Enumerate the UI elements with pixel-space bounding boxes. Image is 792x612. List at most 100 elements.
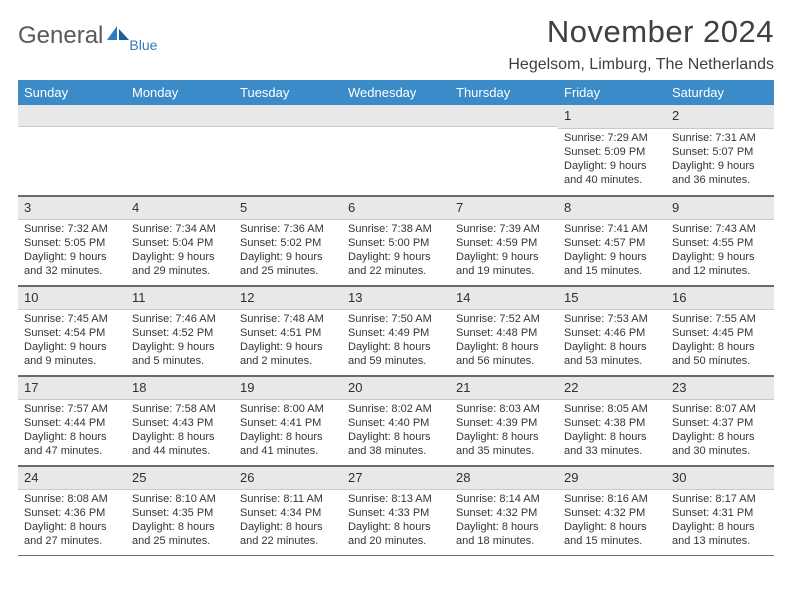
location-line: Hegelsom, Limburg, The Netherlands xyxy=(508,56,774,74)
calendar-day: 21Sunrise: 8:03 AMSunset: 4:39 PMDayligh… xyxy=(450,375,558,465)
day-day2: and 12 minutes. xyxy=(672,264,768,278)
day-sunset: Sunset: 4:49 PM xyxy=(348,326,444,340)
day-day1: Daylight: 8 hours xyxy=(456,520,552,534)
day-day1: Daylight: 8 hours xyxy=(456,430,552,444)
day-day1: Daylight: 8 hours xyxy=(348,520,444,534)
day-sunrise: Sunrise: 7:43 AM xyxy=(672,222,768,236)
day-day1: Daylight: 8 hours xyxy=(24,520,120,534)
day-number: 2 xyxy=(666,105,774,129)
day-number: 22 xyxy=(558,376,666,401)
calendar-table: SundayMondayTuesdayWednesdayThursdayFrid… xyxy=(18,80,774,556)
day-sunrise: Sunrise: 8:10 AM xyxy=(132,492,228,506)
calendar-day: 11Sunrise: 7:46 AMSunset: 4:52 PMDayligh… xyxy=(126,285,234,375)
day-number-empty xyxy=(18,105,126,127)
day-day1: Daylight: 8 hours xyxy=(564,340,660,354)
calendar-day: 5Sunrise: 7:36 AMSunset: 5:02 PMDaylight… xyxy=(234,195,342,285)
day-number: 12 xyxy=(234,286,342,311)
day-day2: and 2 minutes. xyxy=(240,354,336,368)
calendar-day: 19Sunrise: 8:00 AMSunset: 4:41 PMDayligh… xyxy=(234,375,342,465)
day-header: Thursday xyxy=(450,80,558,105)
day-sunrise: Sunrise: 7:36 AM xyxy=(240,222,336,236)
day-day1: Daylight: 8 hours xyxy=(132,520,228,534)
calendar-day: 7Sunrise: 7:39 AMSunset: 4:59 PMDaylight… xyxy=(450,195,558,285)
day-day2: and 29 minutes. xyxy=(132,264,228,278)
day-day2: and 19 minutes. xyxy=(456,264,552,278)
day-sunrise: Sunrise: 7:32 AM xyxy=(24,222,120,236)
day-sunrise: Sunrise: 7:29 AM xyxy=(564,131,660,145)
calendar-day-empty xyxy=(234,105,342,195)
day-day2: and 35 minutes. xyxy=(456,444,552,458)
day-number: 26 xyxy=(234,466,342,491)
day-sunrise: Sunrise: 7:41 AM xyxy=(564,222,660,236)
day-day1: Daylight: 8 hours xyxy=(348,340,444,354)
day-sunrise: Sunrise: 7:53 AM xyxy=(564,312,660,326)
calendar-day: 24Sunrise: 8:08 AMSunset: 4:36 PMDayligh… xyxy=(18,465,126,555)
day-day1: Daylight: 9 hours xyxy=(348,250,444,264)
calendar-head: SundayMondayTuesdayWednesdayThursdayFrid… xyxy=(18,80,774,105)
day-day1: Daylight: 8 hours xyxy=(240,520,336,534)
day-sunset: Sunset: 4:55 PM xyxy=(672,236,768,250)
day-sunrise: Sunrise: 7:45 AM xyxy=(24,312,120,326)
day-sunrise: Sunrise: 8:14 AM xyxy=(456,492,552,506)
day-day2: and 44 minutes. xyxy=(132,444,228,458)
logo-sail-icon xyxy=(107,24,129,40)
day-sunrise: Sunrise: 8:02 AM xyxy=(348,402,444,416)
day-sunset: Sunset: 4:36 PM xyxy=(24,506,120,520)
day-day1: Daylight: 9 hours xyxy=(24,340,120,354)
day-day2: and 22 minutes. xyxy=(348,264,444,278)
day-number: 20 xyxy=(342,376,450,401)
day-day1: Daylight: 8 hours xyxy=(24,430,120,444)
day-number: 5 xyxy=(234,196,342,221)
calendar-day: 22Sunrise: 8:05 AMSunset: 4:38 PMDayligh… xyxy=(558,375,666,465)
day-sunset: Sunset: 4:39 PM xyxy=(456,416,552,430)
day-day2: and 5 minutes. xyxy=(132,354,228,368)
calendar-day-empty xyxy=(342,105,450,195)
day-header-row: SundayMondayTuesdayWednesdayThursdayFrid… xyxy=(18,80,774,105)
day-sunrise: Sunrise: 7:52 AM xyxy=(456,312,552,326)
day-sunset: Sunset: 5:09 PM xyxy=(564,145,660,159)
day-day2: and 15 minutes. xyxy=(564,534,660,548)
calendar-day-empty xyxy=(450,105,558,195)
day-sunset: Sunset: 4:32 PM xyxy=(564,506,660,520)
day-sunrise: Sunrise: 7:46 AM xyxy=(132,312,228,326)
day-day1: Daylight: 9 hours xyxy=(132,340,228,354)
day-day2: and 30 minutes. xyxy=(672,444,768,458)
day-number: 25 xyxy=(126,466,234,491)
day-number: 27 xyxy=(342,466,450,491)
day-number: 17 xyxy=(18,376,126,401)
day-number: 10 xyxy=(18,286,126,311)
day-sunset: Sunset: 4:35 PM xyxy=(132,506,228,520)
day-day2: and 22 minutes. xyxy=(240,534,336,548)
day-sunset: Sunset: 4:46 PM xyxy=(564,326,660,340)
day-sunset: Sunset: 4:54 PM xyxy=(24,326,120,340)
day-day1: Daylight: 8 hours xyxy=(456,340,552,354)
day-sunset: Sunset: 4:32 PM xyxy=(456,506,552,520)
day-sunrise: Sunrise: 8:11 AM xyxy=(240,492,336,506)
day-day2: and 13 minutes. xyxy=(672,534,768,548)
day-header: Tuesday xyxy=(234,80,342,105)
calendar-day: 16Sunrise: 7:55 AMSunset: 4:45 PMDayligh… xyxy=(666,285,774,375)
day-day2: and 50 minutes. xyxy=(672,354,768,368)
calendar-day: 2Sunrise: 7:31 AMSunset: 5:07 PMDaylight… xyxy=(666,105,774,195)
day-number: 3 xyxy=(18,196,126,221)
day-sunset: Sunset: 4:33 PM xyxy=(348,506,444,520)
calendar-day: 15Sunrise: 7:53 AMSunset: 4:46 PMDayligh… xyxy=(558,285,666,375)
day-number: 15 xyxy=(558,286,666,311)
calendar-day: 27Sunrise: 8:13 AMSunset: 4:33 PMDayligh… xyxy=(342,465,450,555)
day-number: 23 xyxy=(666,376,774,401)
day-day1: Daylight: 9 hours xyxy=(456,250,552,264)
day-sunset: Sunset: 5:05 PM xyxy=(24,236,120,250)
day-number: 13 xyxy=(342,286,450,311)
day-header: Saturday xyxy=(666,80,774,105)
day-day1: Daylight: 9 hours xyxy=(132,250,228,264)
day-sunset: Sunset: 4:43 PM xyxy=(132,416,228,430)
day-number: 21 xyxy=(450,376,558,401)
day-header: Monday xyxy=(126,80,234,105)
day-sunrise: Sunrise: 8:17 AM xyxy=(672,492,768,506)
day-sunrise: Sunrise: 7:50 AM xyxy=(348,312,444,326)
day-day1: Daylight: 8 hours xyxy=(672,430,768,444)
day-sunrise: Sunrise: 7:34 AM xyxy=(132,222,228,236)
day-number: 9 xyxy=(666,196,774,221)
day-sunset: Sunset: 4:51 PM xyxy=(240,326,336,340)
day-sunrise: Sunrise: 7:38 AM xyxy=(348,222,444,236)
